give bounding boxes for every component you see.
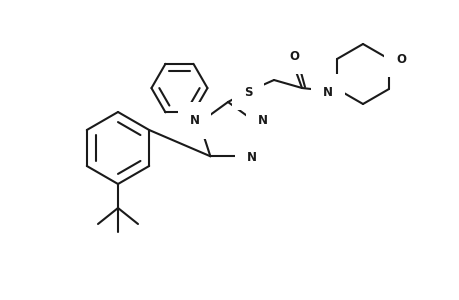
Text: N: N (189, 114, 199, 127)
Text: N: N (322, 85, 332, 98)
Text: S: S (243, 85, 252, 98)
Text: O: O (395, 52, 405, 65)
Text: O: O (288, 50, 298, 62)
Text: N: N (257, 114, 267, 127)
Text: N: N (246, 151, 256, 164)
